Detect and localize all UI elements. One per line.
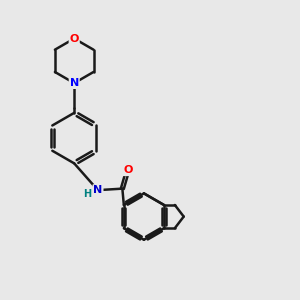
Text: N: N (93, 185, 103, 195)
Text: N: N (70, 78, 79, 88)
Text: O: O (70, 34, 79, 44)
Text: O: O (123, 165, 132, 175)
Text: H: H (82, 189, 91, 199)
